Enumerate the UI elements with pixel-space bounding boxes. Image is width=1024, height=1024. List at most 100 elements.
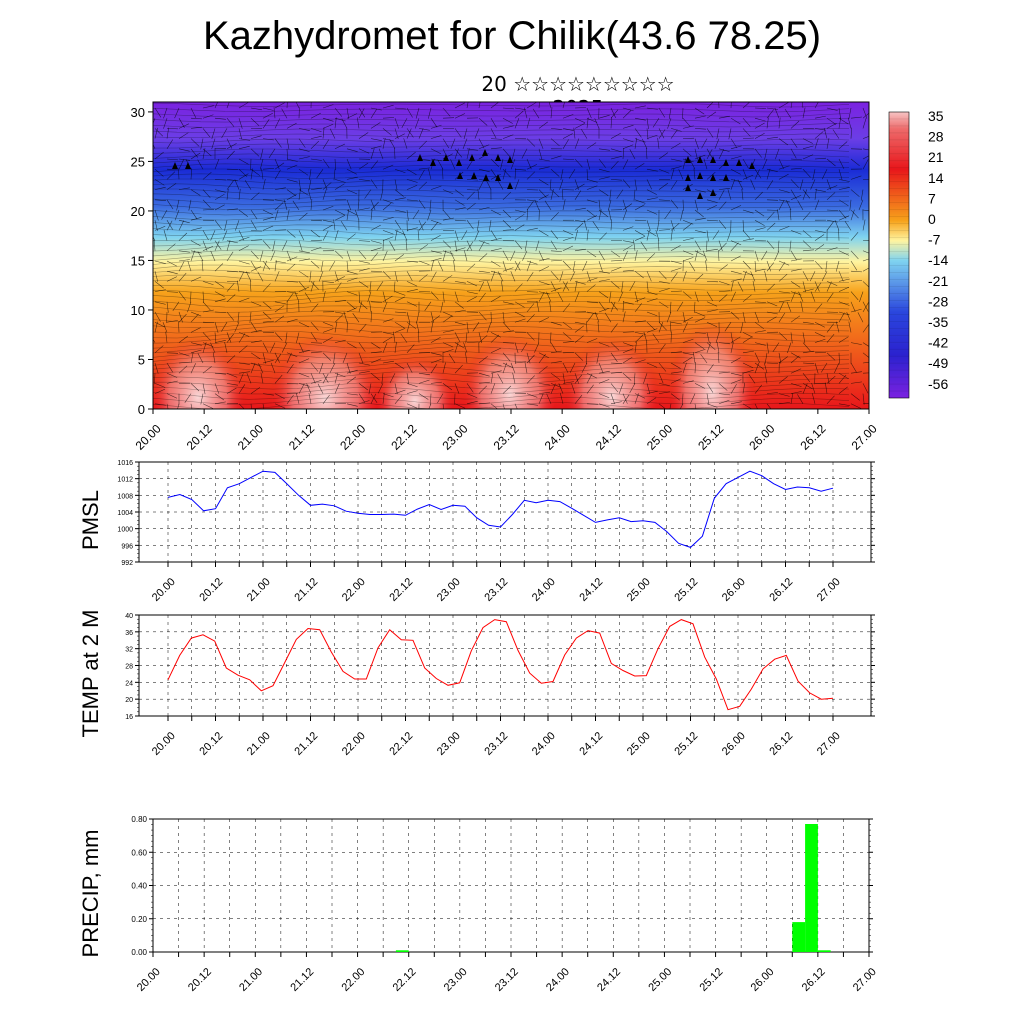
wind-barb bbox=[178, 232, 188, 241]
wind-barb bbox=[666, 311, 672, 323]
wind-barb bbox=[538, 365, 548, 374]
wind-barb bbox=[430, 221, 439, 231]
wind-barb bbox=[514, 168, 527, 171]
wind-barb bbox=[634, 297, 646, 303]
wind-barb bbox=[693, 168, 696, 180]
wind-barb bbox=[466, 240, 473, 251]
wind-barb bbox=[846, 311, 852, 323]
wind-barb bbox=[310, 380, 322, 384]
wind-barb bbox=[454, 291, 459, 303]
wind-barb bbox=[190, 349, 202, 354]
wind-barb bbox=[742, 369, 754, 374]
wind-barb bbox=[778, 332, 788, 341]
wind-barb bbox=[154, 362, 159, 374]
wind-barb bbox=[706, 321, 718, 327]
wind-barb bbox=[730, 372, 742, 376]
wind-barb bbox=[622, 250, 628, 262]
wind-barb bbox=[226, 355, 236, 364]
wind-barb bbox=[550, 332, 552, 344]
wind-barb bbox=[670, 166, 682, 170]
wind-barb bbox=[298, 270, 309, 278]
wind-barb bbox=[202, 189, 211, 198]
wind-barb bbox=[226, 311, 235, 321]
wind-barb bbox=[226, 270, 239, 273]
wind-barb bbox=[418, 199, 426, 210]
wind-barb bbox=[358, 207, 370, 211]
wind-barb bbox=[715, 332, 720, 344]
wind-barb bbox=[346, 393, 358, 396]
wind-barb bbox=[165, 331, 168, 343]
precip-bar bbox=[792, 922, 806, 952]
wind-barb bbox=[502, 403, 505, 409]
wind-barb bbox=[378, 148, 384, 160]
wind-barb bbox=[322, 139, 330, 149]
wind-barb bbox=[790, 355, 800, 364]
pmsl-y-label: 996 bbox=[121, 543, 133, 550]
wind-barb bbox=[646, 107, 658, 110]
wind-barb bbox=[826, 192, 836, 201]
wind-barb bbox=[766, 107, 778, 110]
wind-barb bbox=[490, 230, 498, 240]
wind-barb bbox=[658, 107, 666, 118]
wind-barb bbox=[485, 179, 492, 190]
temp-y-label: 36 bbox=[125, 630, 133, 637]
wind-barb bbox=[376, 281, 384, 291]
wind-barb bbox=[838, 250, 850, 256]
wind-barb bbox=[694, 240, 701, 251]
wind-barb bbox=[598, 362, 604, 374]
wind-barb bbox=[658, 322, 664, 333]
wind-barb bbox=[190, 152, 201, 160]
wind-barb bbox=[838, 179, 850, 182]
wind-barb bbox=[778, 173, 789, 180]
wind-barb bbox=[596, 352, 600, 364]
wind-barb bbox=[370, 148, 375, 160]
wind-barb bbox=[622, 144, 634, 150]
wind-barb bbox=[670, 222, 680, 231]
wind-barb bbox=[706, 230, 709, 242]
wind-barb bbox=[730, 168, 741, 175]
wind-barb bbox=[502, 134, 514, 139]
wind-barb bbox=[778, 402, 790, 405]
wind-barb bbox=[274, 301, 286, 305]
wind-barb bbox=[442, 138, 450, 149]
wind-barb bbox=[190, 342, 202, 346]
contour-line bbox=[153, 123, 850, 128]
wind-barb bbox=[634, 163, 645, 170]
wind-barb bbox=[418, 362, 428, 371]
contour-line bbox=[153, 163, 850, 169]
wind-barb bbox=[154, 179, 165, 186]
wind-arrow-marker bbox=[430, 159, 436, 166]
wind-barb bbox=[862, 219, 866, 231]
wind-barb bbox=[727, 189, 732, 200]
wind-barb bbox=[766, 117, 769, 129]
wind-barb bbox=[622, 147, 625, 160]
wind-barb bbox=[463, 342, 468, 353]
wind-barb bbox=[826, 352, 836, 361]
wind-barb bbox=[238, 373, 244, 384]
wind-barb bbox=[810, 179, 816, 190]
wind-barb bbox=[154, 151, 164, 160]
wind-barb bbox=[562, 321, 572, 330]
wind-barb bbox=[586, 384, 594, 394]
wind-barb bbox=[646, 168, 658, 172]
wind-barb bbox=[214, 240, 220, 251]
wind-barb bbox=[309, 271, 312, 283]
wind-barb bbox=[430, 291, 439, 300]
wind-barb bbox=[646, 362, 658, 368]
pmsl-line bbox=[167, 470, 834, 548]
precip-x-label: 20.12 bbox=[186, 966, 214, 994]
wind-barb bbox=[514, 283, 523, 292]
wind-barb bbox=[310, 260, 320, 269]
wind-barb bbox=[502, 362, 514, 369]
wind-barb bbox=[478, 356, 488, 364]
wind-barb bbox=[430, 135, 442, 139]
pmsl-x-label: 22.12 bbox=[387, 576, 415, 604]
wind-barb bbox=[526, 164, 538, 170]
wind-barb bbox=[450, 138, 456, 149]
wind-arrow-marker bbox=[736, 159, 742, 166]
wind-barb bbox=[454, 128, 462, 138]
wind-barb bbox=[298, 240, 303, 252]
wind-barb bbox=[682, 322, 688, 333]
wind-barb bbox=[850, 342, 862, 345]
